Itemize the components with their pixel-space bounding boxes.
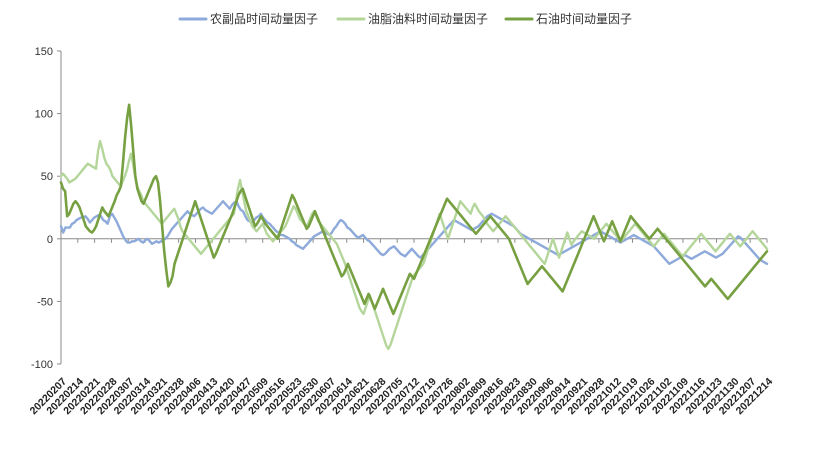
y-tick-label: 100 bbox=[35, 109, 53, 121]
y-tick-label: -100 bbox=[31, 359, 53, 371]
series-line-3 bbox=[59, 103, 769, 316]
legend-label-3: 石油时间动量因子 bbox=[536, 12, 632, 26]
y-tick-label: 150 bbox=[35, 46, 53, 58]
legend-label-2: 油脂油料时间动量因子 bbox=[368, 11, 488, 26]
legend: 农副品时间动量因子 油脂油料时间动量因子 石油时间动量因子 bbox=[178, 11, 632, 26]
y-tick-label: 0 bbox=[47, 234, 53, 246]
series-line-2 bbox=[59, 139, 769, 351]
plot-series bbox=[59, 103, 769, 351]
legend-label-1: 农副品时间动量因子 bbox=[210, 12, 318, 26]
y-tick-label: 50 bbox=[41, 171, 53, 183]
y-tick-label: -50 bbox=[37, 296, 53, 308]
x-axis: 2022020720220214202202212022022820220307… bbox=[28, 238, 775, 417]
y-axis: 150 100 50 0 -50 -100 bbox=[31, 46, 62, 371]
